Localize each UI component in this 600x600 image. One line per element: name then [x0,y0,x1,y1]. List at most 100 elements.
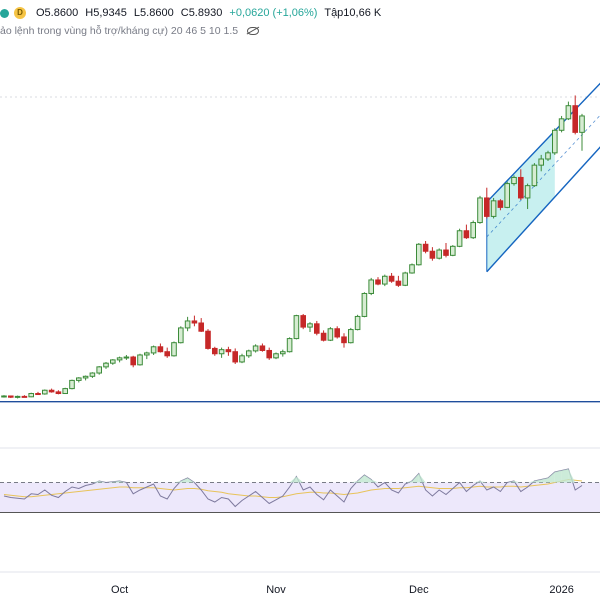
candle [96,366,103,375]
rsi-overbought-segment [371,479,378,483]
candle-body [1,395,7,398]
candle-body [456,230,463,247]
candle [470,220,476,239]
eye-off-icon[interactable] [247,27,259,36]
candle [280,349,286,357]
candle [35,391,41,396]
candle-body [538,158,545,166]
candle [178,326,184,344]
rsi-ma-line [3,478,583,498]
candle-body [382,275,388,285]
candle-body [76,377,82,381]
time-tick-label: Dec [409,584,429,596]
candle-body [524,185,531,199]
rsi-overbought-segment [112,481,120,483]
candle-body [511,176,517,185]
candle [259,343,266,352]
candle [450,245,456,257]
interval-badge[interactable]: D [14,7,26,19]
candle [538,154,545,172]
candle-body [531,164,538,187]
candle [293,314,300,340]
high-value: H5,9345 [85,7,127,19]
candle-body [246,350,252,357]
candles [1,95,585,399]
candle [497,199,504,211]
rsi-overbought-segment [507,481,514,483]
candle-body [150,346,157,354]
candle-body [252,345,259,352]
channel-mid-line [486,114,600,238]
candle [164,347,170,358]
candle-body [171,342,177,357]
volume-value: Tập10,66 K [324,7,382,19]
candle [225,346,232,356]
rsi-overbought-segment [541,478,548,483]
candle [62,387,69,395]
rsi-overbought-segment [412,473,419,483]
candle [69,379,75,390]
candle [137,353,143,366]
channel-drawing[interactable] [486,81,600,273]
channel-fill [486,130,555,272]
candle-body [320,332,327,341]
candle [218,347,225,358]
candle-body [436,249,442,259]
candle [144,351,150,360]
candle [1,395,7,398]
candle [184,316,191,332]
candle-body [443,249,449,256]
candle [422,241,429,254]
candle-body [341,336,347,344]
channel-upper-line [486,82,600,203]
candle-body [55,391,62,395]
candle-body [62,388,69,395]
candle [354,314,361,331]
candle-body [565,105,572,120]
candle [130,355,136,368]
ohlc-values: O5.8600 H5,9345 L5.8600 C5.8930 +0,0620 … [36,7,385,19]
low-value: L5.8600 [133,7,174,19]
candle [191,315,198,327]
candle [252,344,259,353]
candle [348,327,354,344]
candle-body [35,393,41,396]
candle [402,271,408,287]
candle [205,329,211,350]
rsi-overbought-segment [174,481,181,483]
candle [116,356,123,363]
candle [212,346,218,356]
candle [55,390,62,395]
candle-body [545,152,551,160]
candle [266,347,272,360]
candle [531,163,538,187]
rsi-overbought-segment [534,479,542,483]
rsi-overbought-segment [527,481,535,483]
candle-body [402,272,408,286]
candle-body [307,323,313,328]
candle-body [191,320,198,324]
candle-body [579,115,585,133]
candle-body [14,395,21,398]
rsi-overbought-segment [364,475,372,483]
candle [314,320,320,336]
candle-body [416,243,422,266]
candle [14,395,21,399]
candle [307,322,313,333]
candle [42,389,48,395]
candle-body [225,349,232,353]
candle-body [558,118,565,131]
candle [429,247,436,261]
candle-body [470,222,476,239]
candle [436,248,442,260]
candle [558,115,565,133]
candle-body [69,379,75,390]
candle-body [422,243,429,252]
time-axis-ticks: Oct Nov Dec 2026 [111,584,574,596]
candle-body [429,250,436,259]
candle-body [334,328,340,338]
candle-body [477,197,483,224]
indicator-legend[interactable]: ảo lệnh trong vùng hỗ trợ/kháng cự) 20 4… [0,25,259,37]
candle [110,359,116,365]
